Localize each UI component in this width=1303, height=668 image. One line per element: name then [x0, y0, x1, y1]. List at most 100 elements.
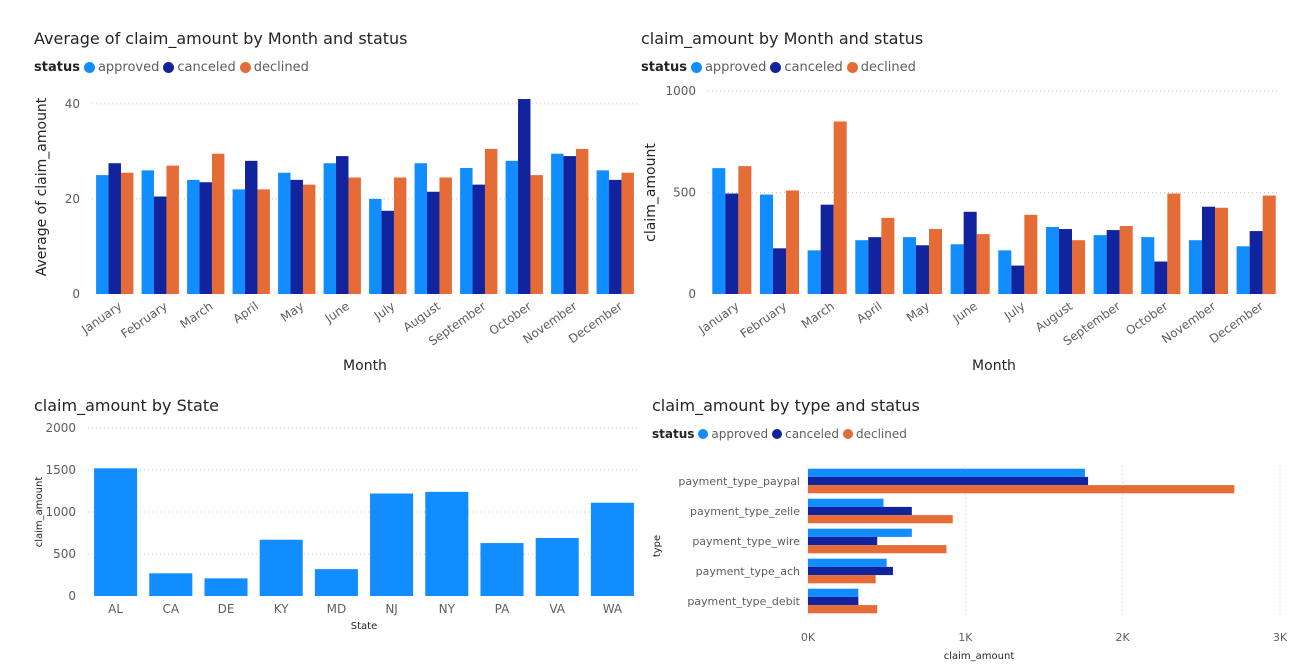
chart2-legend-declined[interactable]: declined [846, 60, 916, 75]
bar-approved [950, 244, 964, 294]
y-tick-label: 0 [68, 589, 76, 603]
x-tick-label: VA [549, 602, 565, 616]
bar-approved [259, 539, 303, 596]
bar-approved [1188, 240, 1202, 294]
bar-declined [808, 515, 953, 524]
bar-canceled [108, 163, 121, 294]
bar-approved [278, 172, 291, 294]
bar-canceled [1249, 231, 1263, 294]
legend-dot-icon [698, 429, 709, 439]
bar-canceled [963, 211, 977, 294]
bar-approved [323, 163, 337, 294]
legend-dot-icon [163, 62, 175, 73]
x-axis-title: State [351, 621, 377, 632]
bar-approved [149, 573, 193, 596]
bar-canceled [808, 596, 859, 606]
x-tick-label: 2K [1116, 631, 1131, 644]
x-tick-label: January [695, 299, 741, 337]
legend-dot-icon [842, 429, 853, 439]
legend-label: declined [855, 427, 907, 441]
bar-declined [1215, 207, 1229, 294]
bar-declined [808, 485, 1235, 494]
bar-approved [187, 179, 200, 294]
bar-canceled [808, 506, 912, 516]
bar-approved [808, 498, 884, 507]
y-axis-title: Average of claim_amount [34, 97, 50, 276]
legend-label: canceled [177, 60, 236, 75]
bar-declined [530, 175, 543, 294]
bar-approved [460, 167, 473, 294]
bar-approved [808, 528, 912, 537]
chart2-legend-canceled[interactable]: canceled [770, 60, 843, 75]
y-tick-label: 1000 [665, 84, 696, 98]
bar-declined [786, 190, 800, 294]
x-tick-label: MD [327, 602, 347, 616]
chart2-legend-title: status [641, 60, 687, 75]
chart1-legend-approved[interactable]: approved [83, 60, 160, 75]
y-tick-label: payment_type_wire [692, 535, 800, 548]
bar-approved [596, 170, 610, 294]
chart4-legend-approved[interactable]: approved [698, 427, 768, 441]
bar-approved [480, 543, 524, 596]
x-tick-label: 1K [958, 631, 973, 644]
y-tick-label: 20 [65, 192, 80, 206]
bar-canceled [472, 184, 485, 294]
legend-label: approved [97, 60, 160, 75]
y-tick-label: 0 [72, 287, 80, 301]
bar-canceled [868, 237, 882, 294]
legend-dot-icon [770, 62, 782, 73]
bar-canceled [820, 204, 834, 294]
bar-declined [1262, 195, 1276, 294]
x-tick-label: June [322, 299, 352, 326]
chart2-legend-approved[interactable]: approved [690, 60, 766, 75]
bar-approved [1236, 246, 1250, 294]
bar-declined [211, 153, 225, 294]
legend-dot-icon [772, 429, 783, 439]
y-tick-label: 0 [688, 287, 696, 301]
bar-approved [998, 250, 1012, 294]
bar-declined [929, 229, 943, 294]
bar-declined [808, 575, 876, 584]
bar-approved [141, 170, 155, 294]
legend-dot-icon [690, 62, 702, 73]
x-axis-title: Month [343, 358, 387, 374]
y-tick-label: payment_type_paypal [678, 475, 800, 488]
bar-canceled [1011, 265, 1025, 294]
bar-declined [881, 217, 895, 294]
bar-approved [808, 468, 1085, 477]
chart1-legend-declined[interactable]: declined [239, 60, 309, 75]
x-tick-label: 0K [801, 631, 816, 644]
bar-approved [94, 468, 138, 596]
bar-canceled [199, 182, 212, 294]
chart3-plot: 0 500 1000 1500 2000 AL CA DE KY MD NJ NY PA VA WA Stat… [34, 421, 640, 632]
bar-declined [257, 189, 270, 294]
bar-declined [738, 166, 752, 294]
bar-declined [808, 545, 947, 554]
bar-declined [166, 165, 179, 294]
y-tick-label: 500 [673, 186, 696, 200]
chart4-legend-canceled[interactable]: canceled [772, 427, 839, 441]
bar-approved [96, 175, 109, 294]
bar-approved [314, 569, 358, 596]
bar-declined [484, 148, 498, 294]
y-axis-title: claim_amount [643, 143, 659, 242]
y-tick-label: 40 [65, 97, 80, 111]
bar-canceled [915, 245, 930, 294]
bar-canceled [1154, 261, 1168, 294]
bar-approved [855, 240, 869, 294]
bar-approved [1045, 227, 1059, 294]
bar-canceled [245, 160, 258, 294]
bar-approved [369, 198, 382, 294]
bar-declined [808, 605, 878, 614]
bar-approved [1093, 235, 1107, 294]
bar-approved [425, 491, 469, 596]
chart1-legend-canceled[interactable]: canceled [163, 60, 236, 75]
bar-approved [535, 538, 579, 596]
x-tick-label: June [950, 299, 980, 326]
bar-declined [1119, 225, 1133, 294]
bar-approved [551, 153, 564, 294]
x-tick-label: AL [108, 602, 123, 616]
chart4-legend-declined[interactable]: declined [842, 427, 907, 441]
y-axis-title: claim_amount [34, 477, 45, 548]
